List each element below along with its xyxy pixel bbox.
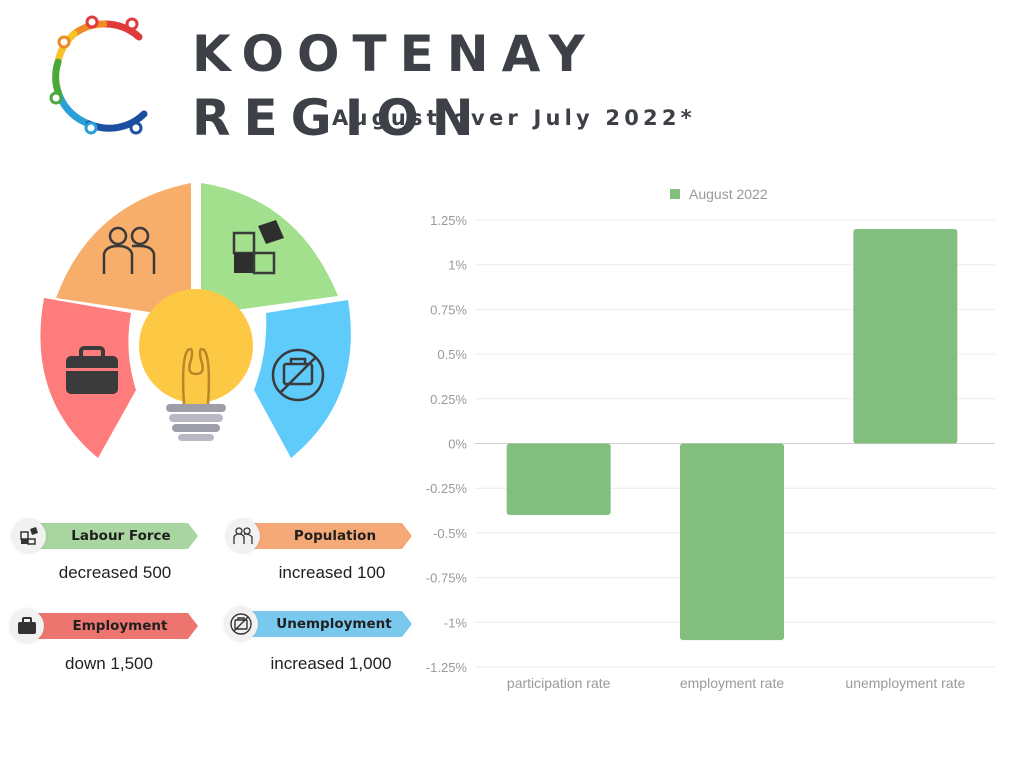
x-tick-label: participation rate: [507, 675, 611, 691]
y-tick-label: -0.25%: [426, 481, 468, 496]
x-tick-label: unemployment rate: [845, 675, 965, 691]
y-tick-label: 0.5%: [437, 347, 467, 362]
page-subtitle: August over July 2022*: [332, 106, 696, 130]
y-tick-label: 1.25%: [430, 213, 467, 228]
legend-label: August 2022: [689, 186, 768, 202]
labour-force-tag: Labour Force: [12, 519, 198, 553]
employment-value: down 1,500: [65, 654, 153, 673]
puzzle-icon: [232, 220, 284, 275]
x-tick-label: employment rate: [680, 675, 784, 691]
logo: [49, 15, 148, 135]
bar-participation-rate: [506, 443, 611, 516]
blue-petal: [254, 300, 351, 458]
bulb-glass: [139, 289, 253, 403]
population-tag: Population: [226, 519, 412, 553]
labour-force-value: decreased 500: [58, 563, 172, 582]
no-briefcase-icon: [224, 607, 258, 641]
population-value: increased 100: [278, 563, 386, 582]
y-tick-label: 0.75%: [430, 302, 467, 317]
bulb-filament: [181, 347, 211, 405]
y-tick-label: -1%: [444, 615, 468, 630]
bar-employment-rate: [680, 443, 784, 641]
page-title: KOOTENAY REGION: [192, 25, 598, 147]
unemployment-label: Unemployment: [246, 611, 412, 637]
employment-tag: Employment: [10, 609, 198, 643]
y-tick-label: 0%: [448, 437, 467, 452]
y-tick-label: 0.25%: [430, 392, 467, 407]
briefcase-icon: [10, 609, 44, 643]
no-briefcase-icon: [271, 348, 325, 402]
lightbulb-illustration: [40, 183, 351, 458]
unemployment-tag: Unemployment: [224, 607, 412, 641]
people-icon: [226, 519, 260, 553]
chart-legend: August 2022: [670, 186, 768, 202]
y-tick-label: -0.5%: [433, 526, 467, 541]
labour-force-label: Labour Force: [34, 523, 198, 549]
legend-swatch: [670, 189, 680, 199]
bar-chart: August 2022 1.25% 1% 0.75% 0.5% 0.25% 0% -0.25…: [426, 186, 995, 691]
green-petal: [201, 183, 338, 310]
y-tick-label: -0.75%: [426, 571, 468, 586]
orange-petal: [56, 183, 191, 313]
y-tick-label: 1%: [448, 258, 467, 273]
puzzle-icon: [12, 519, 46, 553]
unemployment-value: increased 1,000: [270, 654, 392, 673]
bar-unemployment-rate: [853, 228, 958, 444]
employment-label: Employment: [32, 613, 198, 639]
population-label: Population: [248, 523, 412, 549]
y-tick-label: -1.25%: [426, 660, 468, 675]
people-icon: [102, 226, 156, 274]
briefcase-icon: [66, 346, 118, 394]
